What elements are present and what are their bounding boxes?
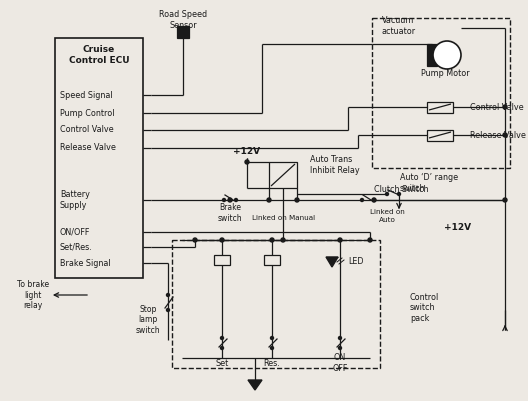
Bar: [177, 26, 189, 38]
Circle shape: [338, 336, 342, 340]
Polygon shape: [326, 257, 338, 267]
Text: Battery
Supply: Battery Supply: [60, 190, 90, 210]
Circle shape: [338, 346, 342, 350]
Circle shape: [228, 198, 232, 202]
Circle shape: [267, 198, 271, 202]
Text: ON/OFF: ON/OFF: [60, 227, 90, 237]
Bar: [427, 102, 453, 113]
Text: Vacuum
actuator: Vacuum actuator: [382, 16, 416, 36]
Text: To brake
light
relay: To brake light relay: [17, 280, 49, 310]
Text: Cruise
Control ECU: Cruise Control ECU: [69, 45, 129, 65]
Text: Auto ‘D’ range
switch: Auto ‘D’ range switch: [400, 173, 458, 193]
Circle shape: [270, 336, 274, 340]
Text: Control Valve: Control Valve: [470, 103, 524, 111]
Circle shape: [361, 198, 363, 201]
Circle shape: [385, 192, 389, 196]
Bar: [55, 38, 143, 278]
Text: Stop
lamp
switch: Stop lamp switch: [136, 305, 161, 335]
Text: Release Valve: Release Valve: [470, 130, 526, 140]
Circle shape: [270, 346, 274, 350]
Text: Speed Signal: Speed Signal: [60, 91, 112, 99]
Circle shape: [222, 198, 225, 201]
Text: Pump Control: Pump Control: [60, 109, 115, 117]
Circle shape: [166, 308, 169, 312]
Circle shape: [398, 192, 401, 196]
Text: Clutch Switch: Clutch Switch: [374, 186, 429, 194]
Circle shape: [245, 160, 249, 164]
Bar: [269, 162, 297, 188]
Circle shape: [433, 41, 461, 69]
Text: LED: LED: [348, 257, 363, 267]
Text: Control Valve: Control Valve: [60, 126, 114, 134]
Text: ON
OFF: ON OFF: [332, 353, 347, 373]
Text: Linked on
Auto: Linked on Auto: [370, 209, 404, 223]
Circle shape: [503, 198, 507, 202]
Circle shape: [220, 238, 224, 242]
Polygon shape: [248, 380, 262, 390]
Bar: [372, 18, 510, 168]
Text: Road Speed
Sensor: Road Speed Sensor: [159, 10, 207, 30]
Circle shape: [338, 238, 342, 242]
Text: Pump Motor: Pump Motor: [421, 69, 469, 79]
Circle shape: [193, 238, 197, 242]
Circle shape: [503, 133, 507, 137]
Circle shape: [270, 238, 274, 242]
Text: Set: Set: [215, 358, 229, 367]
Circle shape: [372, 198, 376, 202]
Text: Auto Trans
Inhibit Relay: Auto Trans Inhibit Relay: [310, 155, 360, 175]
Circle shape: [221, 346, 223, 350]
Circle shape: [368, 238, 372, 242]
Text: Res.: Res.: [263, 358, 280, 367]
Bar: [214, 255, 230, 265]
Circle shape: [281, 238, 285, 242]
Bar: [427, 130, 453, 141]
Text: Brake
switch: Brake switch: [218, 203, 242, 223]
Bar: [172, 240, 380, 368]
Circle shape: [372, 198, 375, 201]
Circle shape: [166, 294, 169, 296]
Text: Linked on Manual: Linked on Manual: [252, 215, 316, 221]
Text: Release Valve: Release Valve: [60, 144, 116, 152]
Circle shape: [221, 336, 223, 340]
Circle shape: [503, 105, 507, 109]
Text: +12V: +12V: [445, 223, 472, 233]
Circle shape: [295, 198, 299, 202]
Bar: [264, 255, 280, 265]
Text: +12V: +12V: [233, 148, 260, 156]
Bar: [427, 44, 437, 66]
Text: Brake Signal: Brake Signal: [60, 259, 111, 267]
Circle shape: [234, 198, 238, 201]
Text: Set/Res.: Set/Res.: [60, 243, 93, 251]
Text: Control
switch
pack: Control switch pack: [410, 293, 439, 323]
